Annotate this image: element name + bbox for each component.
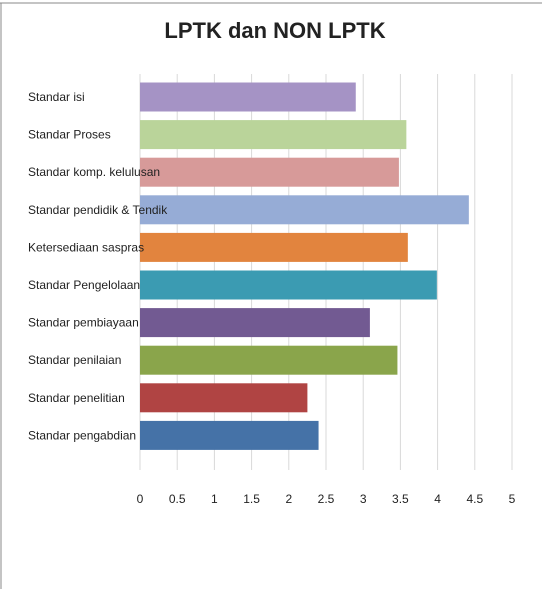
bar [140, 345, 398, 375]
chart-title: LPTK dan NON LPTK [164, 18, 385, 43]
bar [140, 157, 399, 187]
x-tick-label: 5 [509, 492, 516, 506]
x-tick-label: 2.5 [318, 492, 335, 506]
category-label: Standar penelitian [28, 391, 125, 405]
x-tick-label: 4.5 [466, 492, 483, 506]
x-axis-ticks: 0 0.5 1 1.5 2 2.5 3 3.5 4 4.5 5 [137, 492, 516, 506]
bar [140, 120, 407, 150]
x-tick-label: 1.5 [243, 492, 260, 506]
x-tick-label: 0 [137, 492, 144, 506]
x-tick-label: 4 [434, 492, 441, 506]
category-label: Standar pengabdian [28, 428, 136, 442]
x-tick-label: 3.5 [392, 492, 409, 506]
category-label: Standar Pengelolaan [28, 278, 140, 292]
bars [140, 82, 469, 450]
x-tick-label: 0.5 [169, 492, 186, 506]
category-label: Standar komp. kelulusan [28, 165, 160, 179]
category-label: Standar penilaian [28, 353, 121, 367]
category-label: Standar isi [28, 90, 85, 104]
category-label: Standar Proses [28, 128, 111, 142]
bar [140, 270, 437, 300]
x-tick-label: 2 [285, 492, 292, 506]
x-tick-label: 1 [211, 492, 218, 506]
bar [140, 82, 356, 112]
bar [140, 308, 370, 338]
bar [140, 195, 469, 225]
category-label: Standar pembiayaan [28, 316, 139, 330]
category-labels: Standar isi Standar Proses Standar komp. k… [28, 90, 168, 442]
category-label: Ketersediaan saspras [28, 240, 144, 254]
bar [140, 232, 408, 262]
x-tick-label: 3 [360, 492, 367, 506]
bar [140, 383, 308, 413]
category-label: Standar pendidik & Tendik [28, 203, 168, 217]
bar [140, 420, 319, 450]
